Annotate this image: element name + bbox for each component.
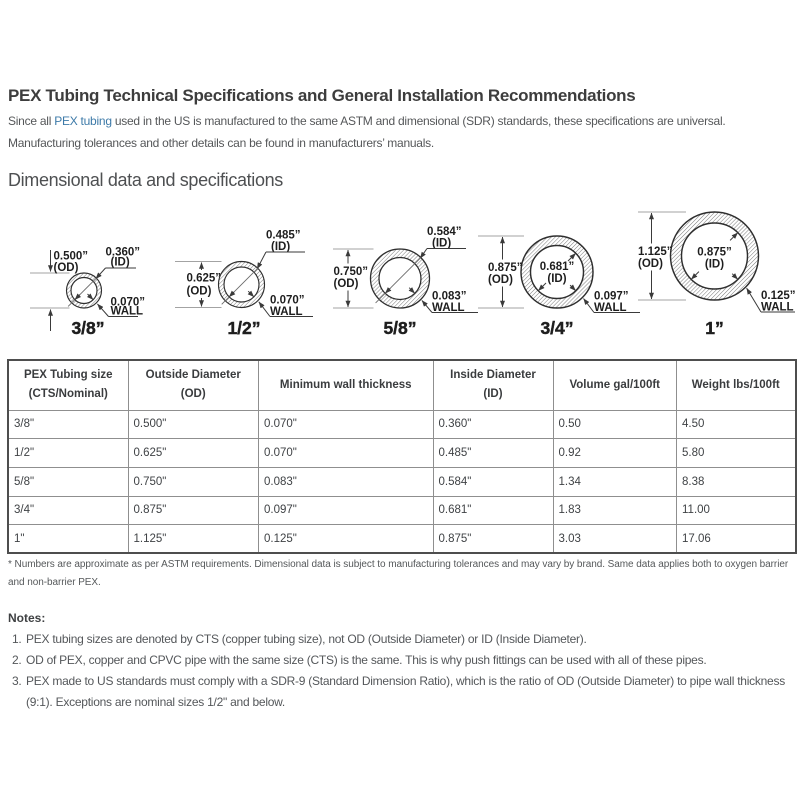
svg-text:(OD): (OD) [54,262,79,274]
svg-text:0.360”: 0.360” [106,247,141,259]
svg-text:(ID): (ID) [547,273,566,285]
svg-text:WALL: WALL [594,302,627,314]
svg-text:0.083”: 0.083” [432,291,467,303]
svg-text:(OD): (OD) [488,274,513,286]
svg-text:5/8”: 5/8” [383,318,416,338]
svg-text:(ID): (ID) [271,241,290,253]
svg-text:0.875”: 0.875” [697,247,732,259]
svg-text:0.875”: 0.875” [488,262,523,274]
svg-text:3/8”: 3/8” [71,318,104,338]
svg-text:0.485”: 0.485” [266,230,301,242]
svg-text:0.125”: 0.125” [761,290,796,302]
svg-text:0.097”: 0.097” [594,291,629,303]
svg-text:0.681”: 0.681” [540,261,575,273]
svg-text:1.125”: 1.125” [638,246,673,258]
svg-text:WALL: WALL [270,306,303,318]
svg-text:(ID): (ID) [705,259,724,271]
svg-text:(OD): (OD) [638,258,663,270]
svg-text:WALL: WALL [761,302,794,314]
svg-text:0.070”: 0.070” [111,297,146,309]
svg-text:WALL: WALL [432,302,465,314]
svg-text:3/4”: 3/4” [540,318,573,338]
svg-text:(OD): (OD) [187,286,212,298]
svg-text:0.500”: 0.500” [54,251,89,263]
svg-text:0.070”: 0.070” [270,295,305,307]
svg-text:WALL: WALL [111,306,144,318]
svg-text:(ID): (ID) [432,238,451,250]
svg-text:1/2”: 1/2” [227,318,260,338]
svg-text:0.750”: 0.750” [334,266,369,278]
svg-text:0.584”: 0.584” [427,226,462,238]
svg-text:0.625”: 0.625” [187,273,222,285]
svg-text:1”: 1” [705,318,723,338]
svg-text:(ID): (ID) [111,257,130,269]
svg-text:(OD): (OD) [334,278,359,290]
